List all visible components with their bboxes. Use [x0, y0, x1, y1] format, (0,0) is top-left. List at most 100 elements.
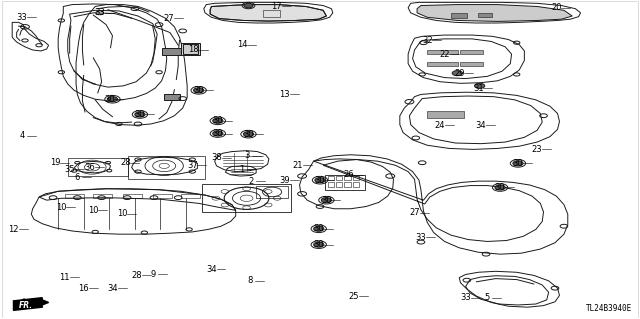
Text: 10: 10 — [116, 209, 127, 218]
Bar — [262, 10, 280, 17]
Text: 9: 9 — [150, 270, 156, 279]
Text: 30: 30 — [314, 240, 324, 249]
Text: 38: 38 — [211, 153, 222, 162]
Circle shape — [212, 118, 223, 123]
Text: 34: 34 — [476, 121, 486, 130]
Text: 30: 30 — [212, 116, 223, 125]
Text: 33: 33 — [17, 13, 27, 22]
Bar — [344, 176, 351, 181]
Text: 24: 24 — [435, 121, 445, 130]
Text: 6: 6 — [75, 173, 80, 182]
Bar — [428, 111, 465, 118]
Text: 27: 27 — [163, 14, 174, 23]
Text: 30: 30 — [321, 196, 332, 205]
Bar — [256, 186, 288, 198]
Bar — [328, 176, 334, 181]
Text: 23: 23 — [532, 145, 543, 154]
Text: 30: 30 — [315, 176, 325, 185]
Text: 29: 29 — [454, 69, 465, 78]
Bar — [164, 94, 179, 100]
Polygon shape — [13, 298, 49, 310]
Text: 36: 36 — [84, 163, 95, 172]
Text: 14: 14 — [237, 40, 247, 49]
Circle shape — [314, 242, 324, 247]
Bar — [124, 194, 143, 198]
Text: 30: 30 — [243, 130, 254, 139]
Circle shape — [315, 178, 325, 183]
Text: 5: 5 — [484, 293, 490, 302]
Bar — [180, 43, 200, 56]
Text: 12: 12 — [8, 225, 19, 234]
Text: 19: 19 — [50, 158, 60, 167]
Bar — [129, 156, 205, 179]
Text: 33: 33 — [415, 233, 426, 242]
Text: 33: 33 — [94, 8, 105, 17]
Bar — [325, 175, 365, 190]
Text: 39: 39 — [280, 176, 290, 185]
Bar — [202, 184, 291, 212]
Text: 27: 27 — [409, 208, 420, 217]
Bar — [65, 194, 84, 198]
Text: 30: 30 — [104, 95, 115, 104]
Bar — [428, 50, 458, 54]
Bar — [336, 176, 342, 181]
Bar — [68, 158, 129, 176]
Bar — [180, 194, 200, 198]
Text: 11: 11 — [60, 272, 70, 282]
Text: 35: 35 — [65, 165, 75, 174]
Text: 37: 37 — [187, 161, 198, 170]
Text: FR.: FR. — [19, 301, 33, 310]
Circle shape — [193, 88, 204, 93]
Polygon shape — [210, 4, 326, 21]
Bar — [344, 182, 351, 187]
Bar — [162, 48, 180, 55]
Circle shape — [495, 185, 505, 190]
Text: 30: 30 — [193, 86, 204, 95]
Text: 8: 8 — [247, 276, 252, 285]
Text: 21: 21 — [292, 161, 303, 170]
Circle shape — [244, 3, 253, 8]
Bar — [153, 194, 172, 198]
Circle shape — [321, 198, 332, 203]
Text: 16: 16 — [79, 284, 89, 293]
Text: 33: 33 — [460, 293, 471, 302]
Text: 26: 26 — [344, 170, 354, 179]
Text: 17: 17 — [271, 2, 282, 11]
Text: 30: 30 — [212, 129, 223, 138]
Text: 30: 30 — [134, 110, 145, 119]
Text: 1: 1 — [239, 165, 244, 174]
Text: 34: 34 — [206, 264, 217, 274]
Circle shape — [314, 226, 324, 231]
Bar — [478, 13, 492, 17]
Text: TL24B3940E: TL24B3940E — [586, 304, 632, 313]
Text: 30: 30 — [314, 224, 324, 233]
Polygon shape — [417, 4, 572, 21]
Circle shape — [108, 97, 118, 102]
Bar — [93, 194, 113, 198]
Circle shape — [452, 70, 463, 76]
Bar — [461, 62, 483, 65]
Text: 30: 30 — [495, 183, 506, 192]
Bar — [451, 13, 467, 18]
Bar — [353, 176, 359, 181]
Bar — [461, 50, 483, 54]
Text: 22: 22 — [439, 50, 450, 59]
Bar — [428, 62, 458, 65]
Bar — [328, 182, 334, 187]
Text: 28: 28 — [131, 271, 142, 280]
Text: 10: 10 — [56, 203, 67, 212]
Text: 18: 18 — [188, 46, 199, 55]
Circle shape — [212, 131, 223, 136]
Bar — [182, 44, 198, 55]
Bar — [336, 182, 342, 187]
Bar — [353, 182, 359, 187]
Text: 34: 34 — [107, 284, 118, 293]
Circle shape — [474, 83, 484, 88]
Circle shape — [513, 161, 523, 166]
Text: 13: 13 — [280, 90, 290, 99]
Text: 10: 10 — [88, 206, 99, 215]
Text: 28: 28 — [120, 158, 131, 167]
Text: 31: 31 — [473, 84, 484, 93]
Text: 30: 30 — [513, 159, 524, 168]
Text: 3: 3 — [244, 151, 249, 160]
